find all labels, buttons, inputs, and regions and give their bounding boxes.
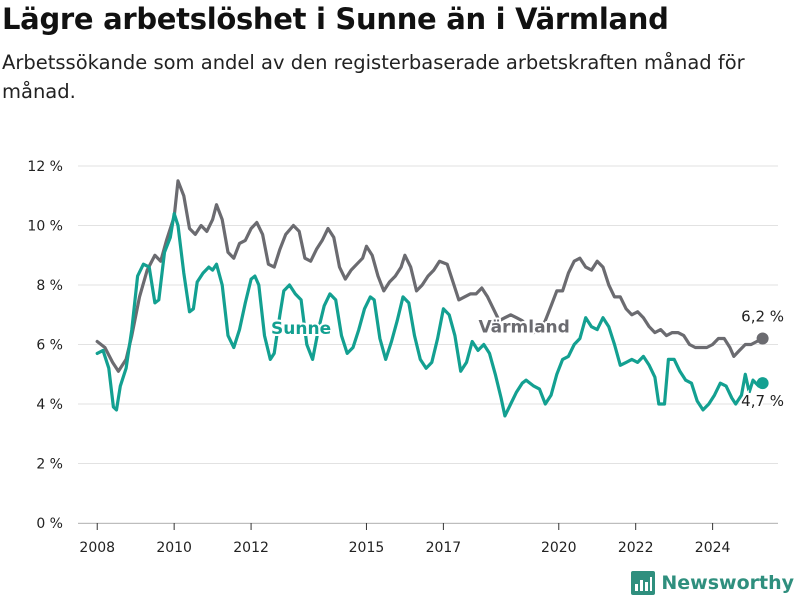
end-value-label: 4,7 % — [741, 392, 784, 410]
y-tick-label: 4 % — [36, 397, 63, 413]
chart-subtitle: Arbetssökande som andel av den registerb… — [2, 51, 745, 103]
y-tick-label: 2 % — [36, 457, 63, 473]
series-label-sunne: Sunne — [271, 319, 331, 339]
x-tick-label: 2010 — [156, 540, 192, 556]
brand-logo: Newsworthy — [631, 571, 794, 595]
end-value-label: 6,2 % — [741, 308, 784, 326]
x-tick-label: 2022 — [618, 540, 654, 556]
y-tick-label: 10 % — [27, 219, 63, 235]
end-point — [756, 332, 769, 345]
newsworthy-chart-icon — [631, 571, 656, 595]
series-line-sunne — [95, 212, 765, 418]
y-tick-label: 8 % — [36, 278, 63, 294]
x-axis: 2008 2010 2012 2015 2017 2020 2022 2024 — [79, 523, 731, 556]
x-tick-label: 2008 — [79, 540, 115, 556]
x-tick-label: 2015 — [349, 540, 385, 556]
chart-title: Lägre arbetslöshet i Sunne än i Värmland — [2, 2, 669, 36]
y-tick-label: 6 % — [36, 338, 63, 354]
x-tick-label: 2020 — [541, 540, 577, 556]
series-line-v-rmland — [95, 179, 765, 373]
y-tick-label: 12 % — [27, 159, 63, 175]
y-tick-label: 0 % — [36, 516, 63, 532]
end-point — [756, 377, 769, 390]
x-tick-label: 2024 — [695, 540, 731, 556]
brand-name: Newsworthy — [661, 572, 794, 594]
x-tick-label: 2012 — [233, 540, 269, 556]
gridlines: 0 % 2 % 4 % 6 % 8 % 10 % 12 % — [27, 159, 778, 532]
x-tick-label: 2017 — [426, 540, 462, 556]
series-label-v-rmland: Värmland — [478, 318, 569, 338]
